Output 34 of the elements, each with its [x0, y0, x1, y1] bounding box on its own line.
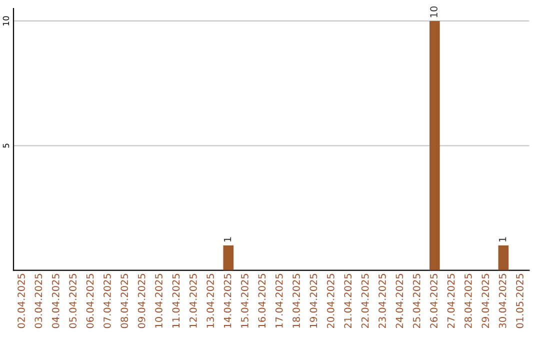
x-tick-label: 20.04.2025	[326, 274, 334, 328]
x-tick-label: 14.04.2025	[224, 274, 232, 328]
x-tick-label: 03.04.2025	[34, 274, 42, 328]
x-tick-label: 22.04.2025	[361, 274, 369, 328]
x-tick-label: 18.04.2025	[292, 274, 300, 328]
x-tick-label: 23.04.2025	[378, 274, 386, 328]
data-label: 10	[430, 6, 438, 18]
data-label: 1	[499, 237, 506, 242]
x-tick-label: 26.04.2025	[430, 274, 438, 328]
x-tick-label: 13.04.2025	[206, 274, 214, 328]
x-tick-label: 25.04.2025	[412, 274, 420, 328]
x-tick-label: 12.04.2025	[189, 274, 197, 328]
x-tick-label: 06.04.2025	[86, 274, 94, 328]
y-tick-label: 5	[2, 144, 10, 148]
x-tick-label: 17.04.2025	[275, 274, 283, 328]
x-tick-label: 07.04.2025	[104, 274, 111, 328]
x-tick-label: 04.04.2025	[52, 274, 60, 328]
x-tick-label: 08.04.2025	[120, 274, 128, 328]
x-tick-label: 02.04.2025	[18, 274, 25, 328]
x-tick-label: 24.04.2025	[396, 274, 404, 328]
x-tick-label: 09.04.2025	[138, 274, 146, 328]
x-tick-label: 19.04.2025	[310, 274, 318, 328]
x-tick-label: 01.05.2025	[516, 274, 524, 328]
x-tick-label: 15.04.2025	[241, 274, 248, 328]
x-tick-label: 11.04.2025	[172, 274, 180, 328]
x-tick-label: 21.04.2025	[344, 274, 352, 328]
x-tick-label: 16.04.2025	[258, 274, 266, 328]
x-tick-label: 30.04.2025	[498, 274, 506, 328]
x-tick-label: 29.04.2025	[482, 274, 490, 328]
data-label: 1	[224, 237, 232, 242]
x-tick-label: 28.04.2025	[464, 274, 472, 328]
x-tick-label: 10.04.2025	[155, 274, 162, 328]
x-tick-label: 05.04.2025	[69, 274, 76, 328]
x-tick-label: 27.04.2025	[447, 274, 455, 328]
